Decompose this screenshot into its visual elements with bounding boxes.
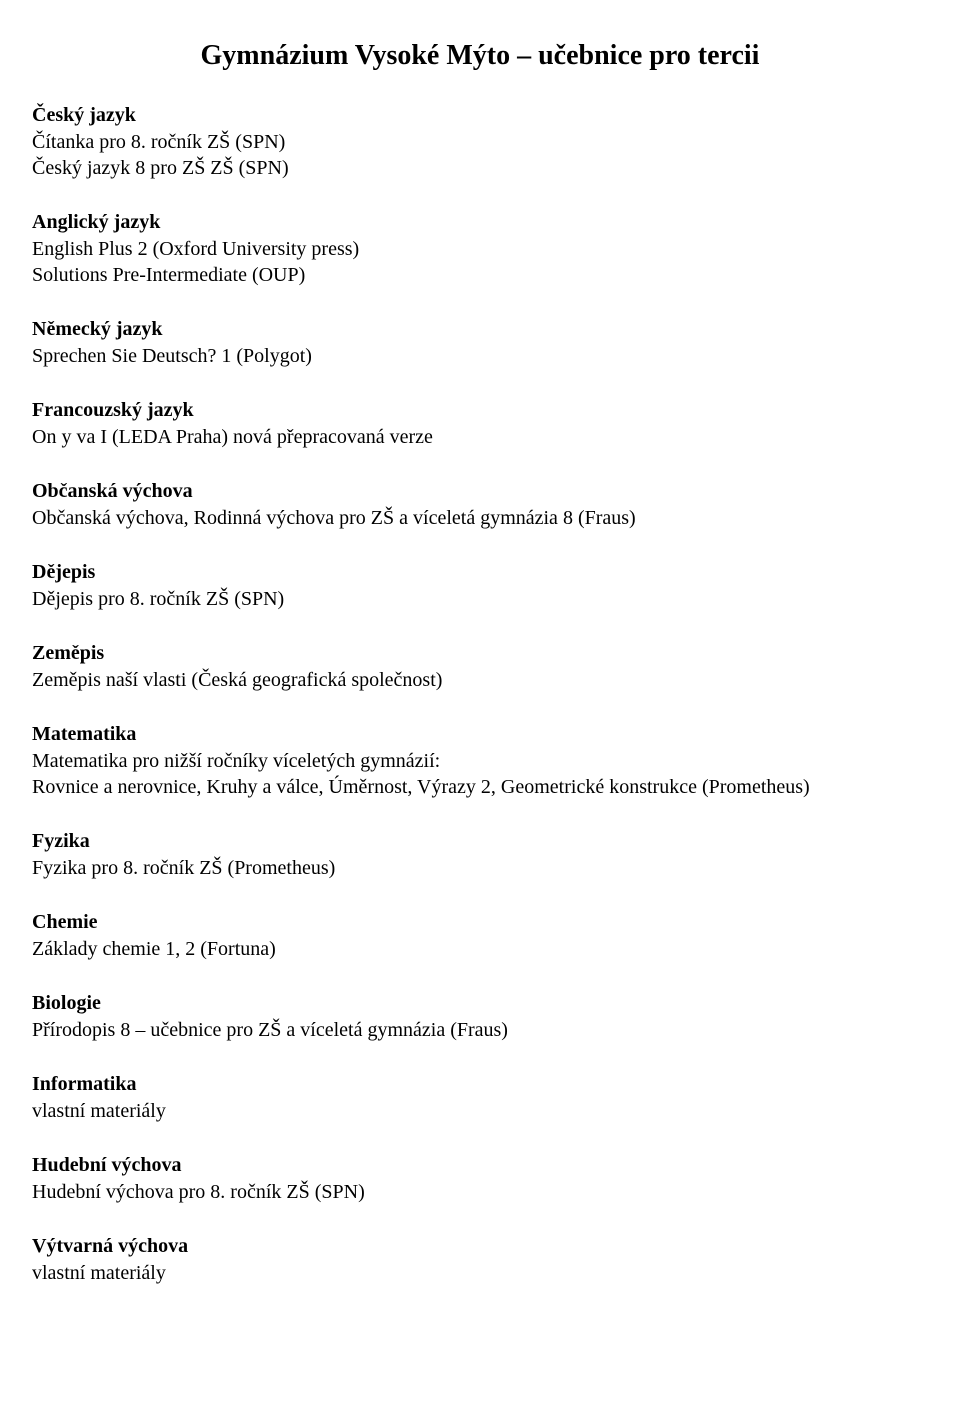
section-heading: Francouzský jazyk: [32, 399, 928, 422]
section-heading: Hudební výchova: [32, 1154, 928, 1177]
section-line: Sprechen Sie Deutsch? 1 (Polygot): [32, 343, 928, 369]
section: Francouzský jazykOn y va I (LEDA Praha) …: [32, 399, 928, 450]
section: Německý jazykSprechen Sie Deutsch? 1 (Po…: [32, 318, 928, 369]
sections-container: Český jazykČítanka pro 8. ročník ZŠ (SPN…: [32, 104, 928, 1286]
section-line: Čítanka pro 8. ročník ZŠ (SPN): [32, 129, 928, 155]
section-line: Zeměpis naší vlasti (Česká geografická s…: [32, 667, 928, 693]
section: FyzikaFyzika pro 8. ročník ZŠ (Prometheu…: [32, 830, 928, 881]
section: Hudební výchovaHudební výchova pro 8. ro…: [32, 1154, 928, 1205]
section: DějepisDějepis pro 8. ročník ZŠ (SPN): [32, 561, 928, 612]
section-heading: Biologie: [32, 992, 928, 1015]
section: Český jazykČítanka pro 8. ročník ZŠ (SPN…: [32, 104, 928, 181]
section-line: Český jazyk 8 pro ZŠ ZŠ (SPN): [32, 155, 928, 181]
section: Anglický jazykEnglish Plus 2 (Oxford Uni…: [32, 211, 928, 288]
section-heading: Matematika: [32, 723, 928, 746]
section-line: Fyzika pro 8. ročník ZŠ (Prometheus): [32, 855, 928, 881]
section-heading: Fyzika: [32, 830, 928, 853]
section-heading: Německý jazyk: [32, 318, 928, 341]
section-line: On y va I (LEDA Praha) nová přepracovaná…: [32, 424, 928, 450]
section-line: English Plus 2 (Oxford University press): [32, 236, 928, 262]
section-line: Hudební výchova pro 8. ročník ZŠ (SPN): [32, 1179, 928, 1205]
section-line: vlastní materiály: [32, 1260, 928, 1286]
section-line: vlastní materiály: [32, 1098, 928, 1124]
section-heading: Občanská výchova: [32, 480, 928, 503]
section-line: Matematika pro nižší ročníky víceletých …: [32, 748, 928, 774]
section-heading: Informatika: [32, 1073, 928, 1096]
section-heading: Anglický jazyk: [32, 211, 928, 234]
section-line: Rovnice a nerovnice, Kruhy a válce, Úměr…: [32, 774, 928, 800]
section-line: Základy chemie 1, 2 (Fortuna): [32, 936, 928, 962]
section-line: Přírodopis 8 – učebnice pro ZŠ a vícelet…: [32, 1017, 928, 1043]
section-heading: Chemie: [32, 911, 928, 934]
page-title: Gymnázium Vysoké Mýto – učebnice pro ter…: [32, 40, 928, 72]
section: Výtvarná výchovavlastní materiály: [32, 1235, 928, 1286]
section-line: Solutions Pre-Intermediate (OUP): [32, 262, 928, 288]
section-heading: Dějepis: [32, 561, 928, 584]
section-line: Občanská výchova, Rodinná výchova pro ZŠ…: [32, 505, 928, 531]
section: Občanská výchovaObčanská výchova, Rodinn…: [32, 480, 928, 531]
section: ZeměpisZeměpis naší vlasti (Česká geogra…: [32, 642, 928, 693]
section-heading: Český jazyk: [32, 104, 928, 127]
section: BiologiePřírodopis 8 – učebnice pro ZŠ a…: [32, 992, 928, 1043]
section: MatematikaMatematika pro nižší ročníky v…: [32, 723, 928, 800]
section-line: Dějepis pro 8. ročník ZŠ (SPN): [32, 586, 928, 612]
section: Informatikavlastní materiály: [32, 1073, 928, 1124]
section-heading: Zeměpis: [32, 642, 928, 665]
section-heading: Výtvarná výchova: [32, 1235, 928, 1258]
section: ChemieZáklady chemie 1, 2 (Fortuna): [32, 911, 928, 962]
